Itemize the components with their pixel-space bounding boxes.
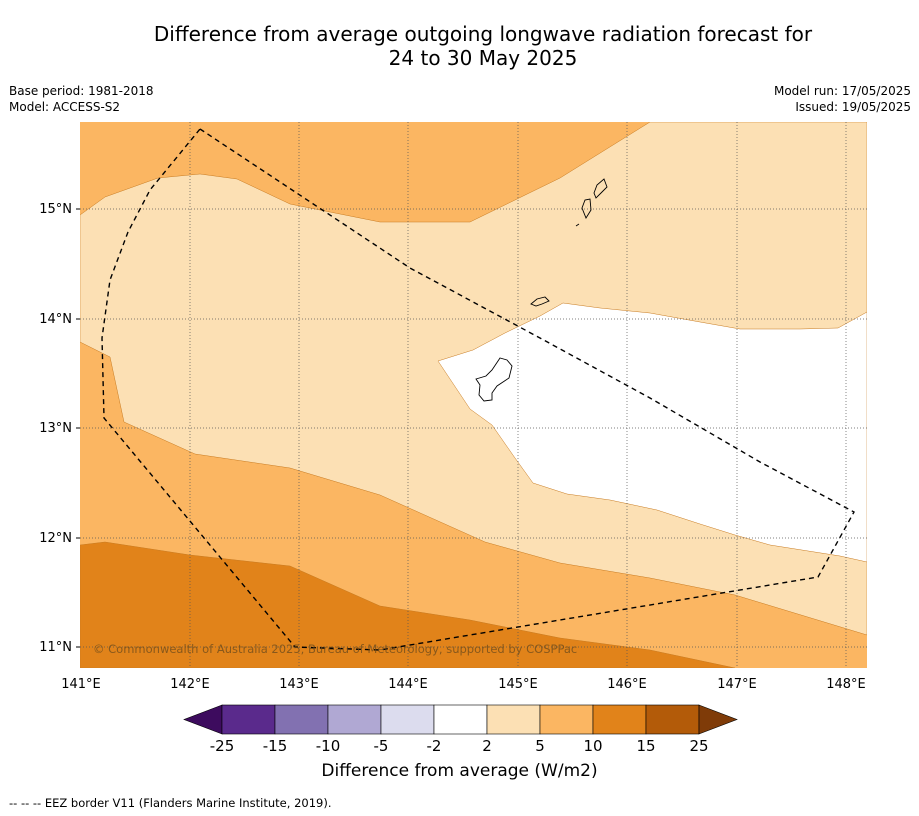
- islands: [475, 178, 608, 402]
- meta-left: Base period: 1981-2018 Model: ACCESS-S2: [9, 83, 154, 115]
- colorbar-tick-label: 15: [636, 737, 655, 755]
- model-run: Model run: 17/05/2025: [773, 84, 911, 98]
- lon-label-147e: 147°E: [717, 677, 757, 692]
- colorbar-segment: [539, 704, 594, 735]
- map-title: Difference from average outgoing longwav…: [0, 22, 919, 70]
- eez-footnote: -- -- -- EEZ border V11 (Flanders Marine…: [9, 796, 332, 810]
- colorbar: -25 -15 -10 -5 -2 2 5 10 15 25: [183, 704, 738, 755]
- lon-label-148e: 148°E: [826, 677, 866, 692]
- colorbar-segment: [592, 704, 647, 735]
- issued-date: Issued: 19/05/2025: [795, 100, 911, 114]
- colorbar-tick-label: -25: [210, 737, 235, 755]
- colorbar-tick-label: -15: [263, 737, 288, 755]
- lat-axis: 15°N 14°N 13°N 12°N 11°N: [39, 202, 80, 655]
- colorbar-segment: [380, 704, 435, 735]
- colorbar-segment: [486, 704, 541, 735]
- lat-label-14n: 14°N: [39, 312, 72, 327]
- colorbar-tick-label: -5: [374, 737, 389, 755]
- lon-label-142e: 142°E: [170, 677, 210, 692]
- saipan-island: [593, 178, 608, 199]
- map-panel: © Commonwealth of Australia 2025, Bureau…: [80, 122, 867, 668]
- lon-axis: 141°E 142°E 143°E 144°E 145°E 146°E 147°…: [61, 677, 866, 692]
- rota-island: [530, 296, 550, 307]
- lon-label-143e: 143°E: [279, 677, 319, 692]
- lon-label-145e: 145°E: [498, 677, 538, 692]
- colorbar-segment: [327, 704, 382, 735]
- gridlines: [80, 122, 867, 668]
- eez-border: [101, 128, 855, 651]
- colorbar-tick-label: -2: [427, 737, 442, 755]
- lat-label-15n: 15°N: [39, 202, 72, 217]
- colorbar-segment: [433, 704, 488, 735]
- band-10-15-region: [80, 541, 736, 668]
- lat-label-11n: 11°N: [39, 640, 72, 655]
- colorbar-tick-label: 25: [689, 737, 708, 755]
- colorbar-tick-label: 5: [535, 737, 545, 755]
- colorbar-tick-label: 10: [583, 737, 602, 755]
- colorbar-segment: [645, 704, 700, 735]
- guam-island: [475, 357, 513, 402]
- meta-right: Model run: 17/05/2025 Issued: 19/05/2025: [774, 83, 911, 115]
- aguijan-island: [575, 223, 580, 227]
- colorbar-tick-label: -10: [316, 737, 341, 755]
- colorbar-extend-low: [183, 704, 223, 735]
- title-line-1: Difference from average outgoing longwav…: [153, 22, 813, 46]
- band-neutral-region: [437, 302, 867, 563]
- tinian-island: [581, 198, 592, 219]
- colorbar-title: Difference from average (W/m2): [321, 761, 598, 781]
- model-name: Model: ACCESS-S2: [9, 100, 121, 114]
- colorbar-tick-label: 2: [482, 737, 492, 755]
- title-line-2: 24 to 30 May 2025: [388, 46, 578, 70]
- lat-label-13n: 13°N: [39, 421, 72, 436]
- colorbar-segment: [221, 704, 276, 735]
- base-period: Base period: 1981-2018: [9, 84, 154, 98]
- lat-label-12n: 12°N: [39, 531, 72, 546]
- lon-label-144e: 144°E: [388, 677, 428, 692]
- copyright-note: © Commonwealth of Australia 2025, Bureau…: [93, 642, 577, 656]
- lon-label-146e: 146°E: [607, 677, 647, 692]
- colorbar-segment: [274, 704, 329, 735]
- colorbar-extend-high: [698, 704, 738, 735]
- lon-label-141e: 141°E: [61, 677, 101, 692]
